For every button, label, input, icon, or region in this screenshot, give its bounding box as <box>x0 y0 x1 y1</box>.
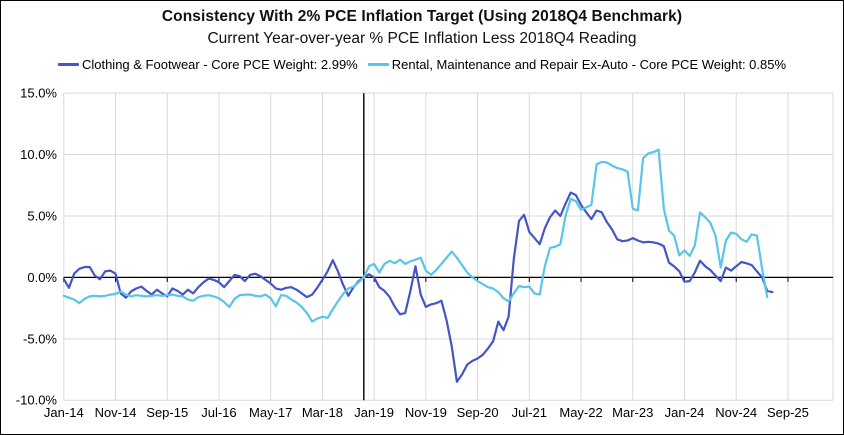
x-tick-label: Mar-23 <box>612 405 653 420</box>
x-tick-label: Jul-21 <box>512 405 547 420</box>
x-tick-label: Jan-14 <box>44 405 84 420</box>
chart-title: Consistency With 2% PCE Inflation Target… <box>161 8 683 25</box>
x-tick-label: Jul-16 <box>201 405 236 420</box>
x-tick-label: May-22 <box>559 405 602 420</box>
x-tick-label: Jan-19 <box>354 405 394 420</box>
legend-line-swatch-rental <box>367 63 389 66</box>
legend-label-rental: Rental, Maintenance and Repair Ex-Auto -… <box>391 57 787 72</box>
y-tick-label: -10.0% <box>16 393 58 408</box>
y-tick-label: 0.0% <box>27 270 57 285</box>
x-tick-label: Mar-18 <box>302 405 343 420</box>
x-tick-label: Sep-20 <box>457 405 499 420</box>
y-tick-label: 15.0% <box>20 86 57 101</box>
x-tick-label: Nov-19 <box>405 405 447 420</box>
series-line-0 <box>62 191 774 383</box>
axes <box>63 93 833 401</box>
legend: Clothing & Footwear - Core PCE Weight: 2… <box>1 57 843 72</box>
y-tick-label: 10.0% <box>20 147 57 162</box>
series-line-1 <box>62 148 769 323</box>
x-tick-label: Nov-14 <box>95 405 137 420</box>
chart-subtitle: Current Year-over-year % PCE Inflation L… <box>207 30 637 47</box>
legend-label-clothing: Clothing & Footwear - Core PCE Weight: 2… <box>81 57 358 72</box>
axis-tick-labels: 15.0% 10.0% 5.0% 0.0% -5.0% -10.0%Jan-14 Nov-1… <box>16 86 809 420</box>
legend-item-rental: Rental, Maintenance and Repair Ex-Auto -… <box>367 57 787 72</box>
x-tick-label: Sep-15 <box>146 405 188 420</box>
series-lines <box>62 148 774 383</box>
x-tick-label: Jan-24 <box>665 405 705 420</box>
x-tick-label: May-17 <box>249 405 292 420</box>
x-tick-label: Nov-24 <box>715 405 757 420</box>
legend-item-clothing: Clothing & Footwear - Core PCE Weight: 2… <box>57 57 358 72</box>
y-tick-label: 5.0% <box>27 208 57 223</box>
x-tick-label: Sep-25 <box>767 405 809 420</box>
legend-line-swatch-clothing <box>57 63 79 66</box>
y-tick-label: -5.0% <box>23 331 57 346</box>
